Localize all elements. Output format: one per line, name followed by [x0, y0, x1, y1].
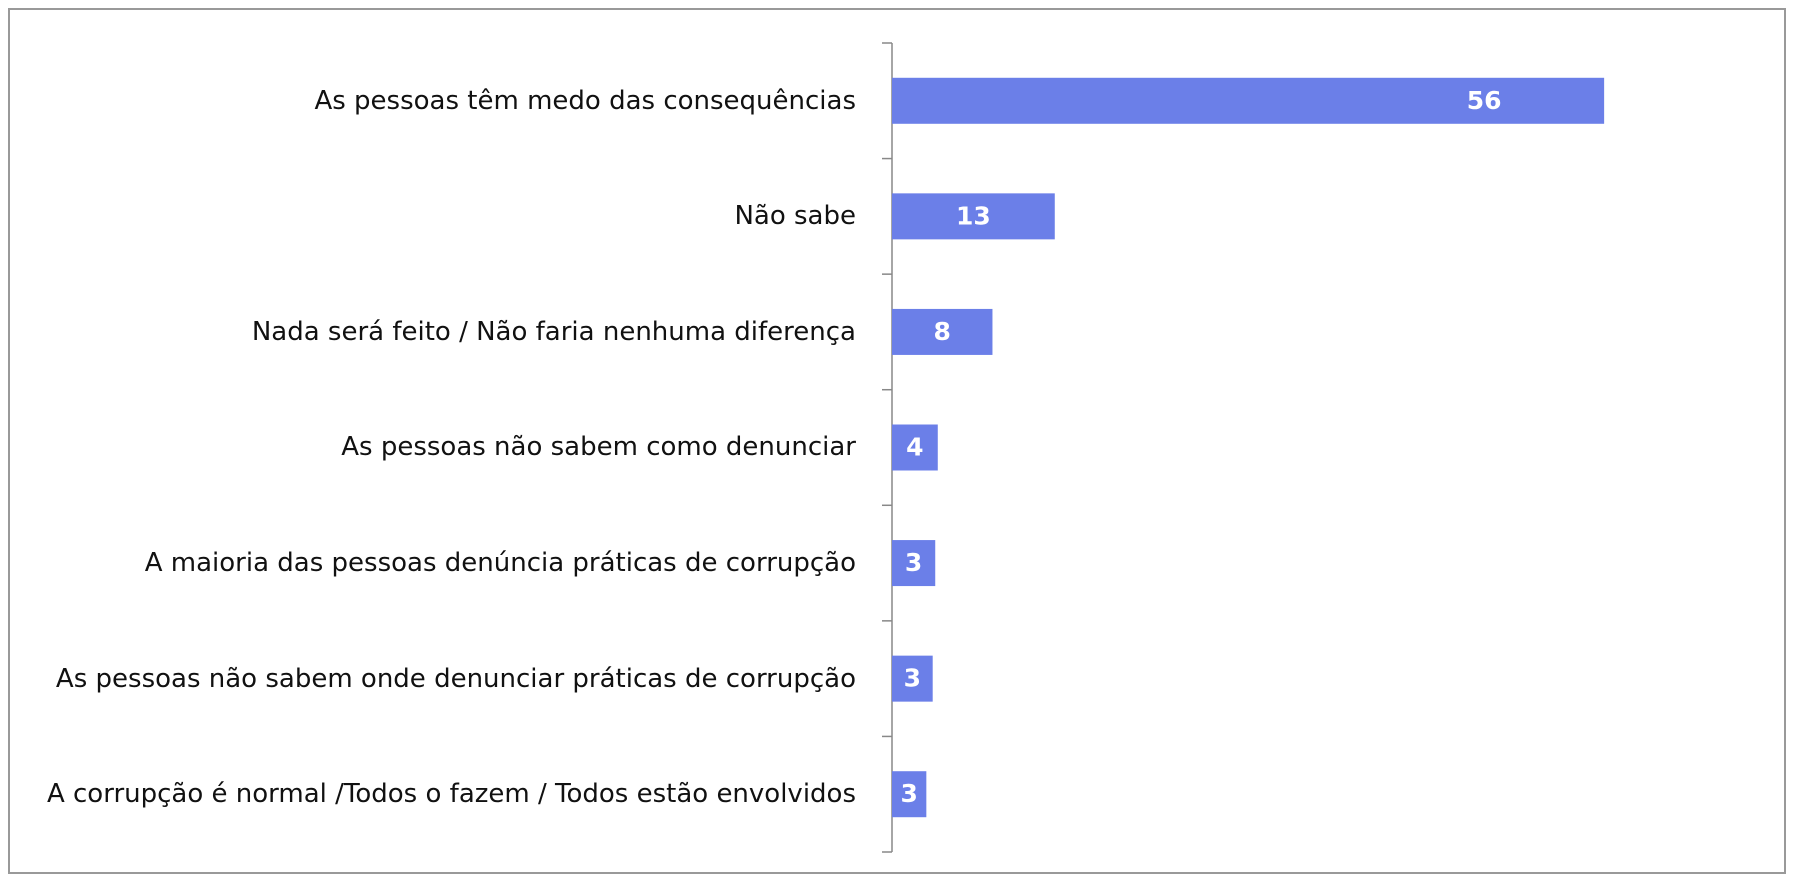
value-label: 13 [956, 201, 991, 230]
category-label: As pessoas têm medo das consequências [314, 85, 856, 116]
category-label: Nada será feito / Não faria nenhuma dife… [251, 316, 856, 347]
value-label: 4 [906, 433, 923, 462]
category-label: Não sabe [734, 201, 856, 232]
category-label: As pessoas não sabem onde denunciar prát… [55, 663, 856, 694]
category-label: A corrupção é normal /Todos o fazem / To… [46, 779, 856, 810]
category-label: A maioria das pessoas denúncia práticas … [144, 548, 856, 579]
bar [892, 771, 927, 818]
bar [892, 655, 933, 702]
bar [892, 540, 936, 587]
value-label: 56 [1467, 86, 1502, 115]
value-label: 8 [934, 317, 951, 346]
value-label: 3 [900, 779, 917, 808]
bar [892, 308, 993, 355]
value-label: 3 [905, 548, 922, 577]
bar [892, 193, 1055, 240]
frame [8, 8, 1786, 874]
bar [892, 424, 938, 471]
bar [892, 77, 1605, 124]
value-label: 3 [904, 664, 921, 693]
category-label: As pessoas não sabem como denunciar [341, 432, 856, 463]
